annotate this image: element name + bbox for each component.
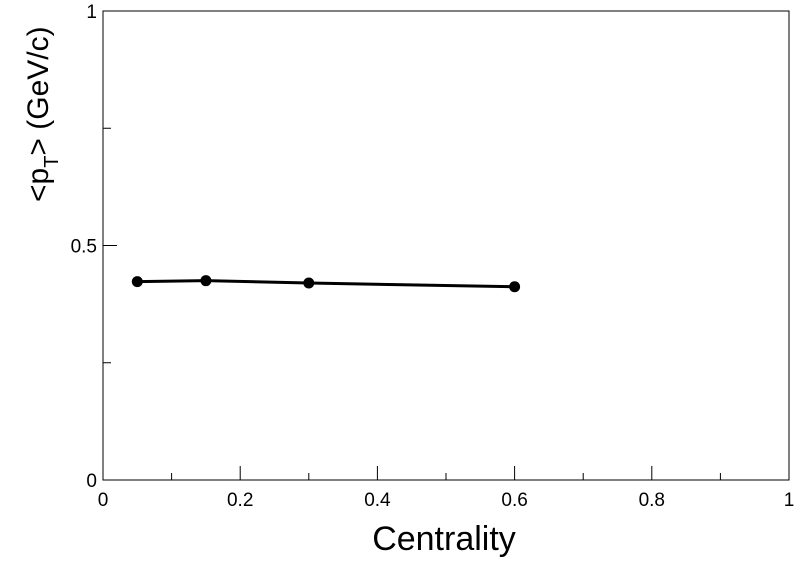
x-tick-label: 1 — [784, 490, 795, 511]
y-axis-title-suffix: > (GeV/c) — [22, 26, 55, 155]
data-point — [131, 276, 143, 288]
y-axis-title-subscript: T — [41, 156, 63, 168]
data-point — [509, 281, 521, 293]
y-axis-title-prefix: <p — [22, 168, 55, 202]
y-axis-ticks: 00.51 — [71, 2, 117, 492]
series-line — [137, 279, 515, 289]
y-axis-title: <pT> (GeV/c) — [22, 26, 63, 202]
plot-frame — [102, 10, 790, 481]
x-tick-label: 0.6 — [501, 490, 527, 511]
y-tick-label: 0 — [86, 471, 97, 492]
x-tick-label: 0.8 — [639, 490, 665, 511]
series-lines — [137, 279, 515, 289]
data-point — [303, 277, 315, 289]
y-tick-label: 0.5 — [71, 237, 97, 258]
y-tick-label: 1 — [86, 2, 97, 23]
data-point — [200, 275, 212, 287]
x-tick-label: 0 — [98, 490, 109, 511]
x-axis-ticks: 0 0.2 0.4 0.6 0.8 1 — [98, 466, 795, 511]
x-tick-label: 0.4 — [364, 490, 391, 511]
x-axis-title: Centrality — [372, 520, 516, 558]
series-points — [131, 275, 521, 293]
x-tick-label: 0.2 — [227, 490, 253, 511]
